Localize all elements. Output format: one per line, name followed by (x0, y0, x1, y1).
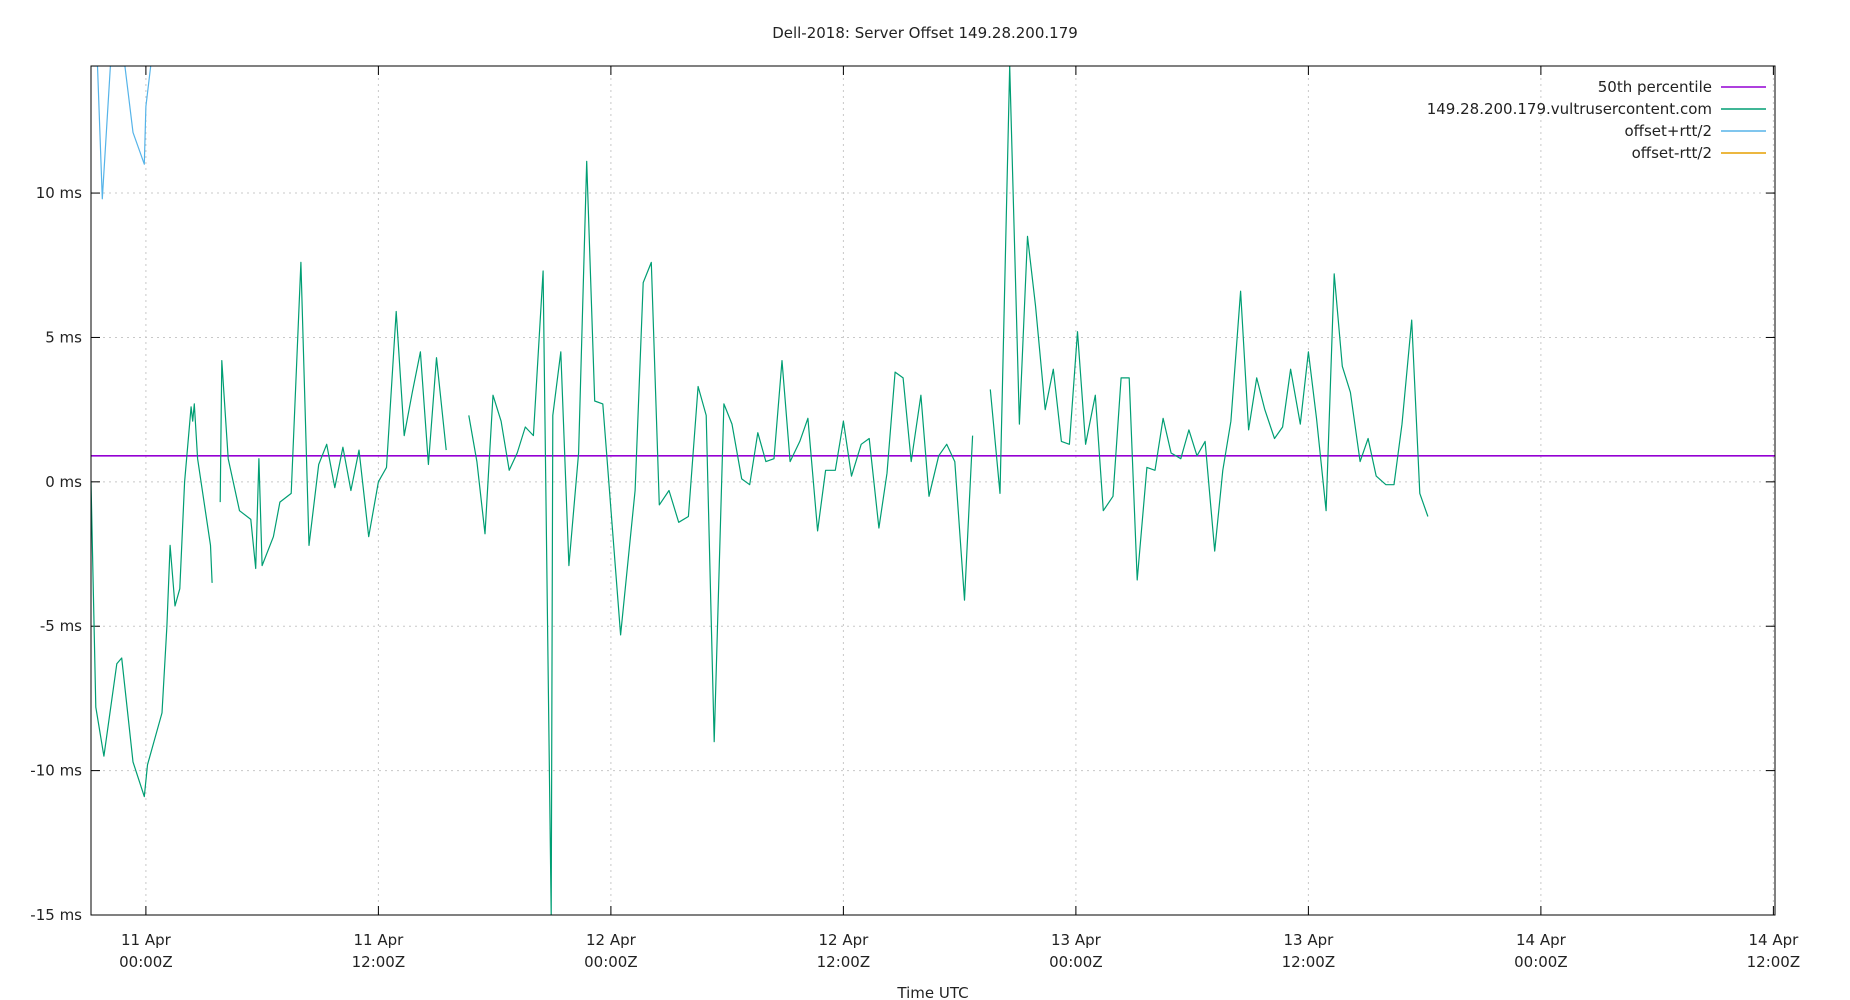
x-tick-label-date: 12 Apr (586, 931, 637, 949)
x-axis-ticks: 11 Apr 00:00Z 11 Apr 12:00Z 12 Apr 00:00Z 12 A… (119, 66, 1800, 971)
x-tick-label-date: 13 Apr (1051, 931, 1102, 949)
x-axis-label: Time UTC (896, 984, 968, 1000)
legend: 50th percentile 149.28.200.179.vultruserc… (1427, 78, 1766, 162)
grid-lines (91, 66, 1775, 916)
series-line-segment (91, 403, 213, 798)
chart-title: Dell-2018: Server Offset 149.28.200.179 (772, 24, 1078, 42)
legend-label: offset+rtt/2 (1624, 122, 1712, 140)
legend-label: 50th percentile (1598, 78, 1712, 96)
x-tick-label-date: 11 Apr (121, 931, 172, 949)
y-tick-label: 5 ms (45, 328, 82, 346)
x-tick-label-time: 00:00Z (584, 953, 638, 971)
x-tick-label-time: 12:00Z (1747, 953, 1801, 971)
y-tick-label: 10 ms (36, 184, 82, 202)
legend-label: offset-rtt/2 (1632, 144, 1712, 162)
x-tick-label-date: 13 Apr (1283, 931, 1334, 949)
x-tick-label-date: 14 Apr (1516, 931, 1567, 949)
series-lines (91, 66, 1775, 915)
y-tick-label: -5 ms (40, 617, 82, 635)
y-tick-label: 0 ms (45, 473, 82, 491)
x-tick-label-time: 12:00Z (817, 953, 871, 971)
series-line-segment (989, 66, 1429, 581)
series-line-segment (92, 66, 152, 200)
x-tick-label-time: 12:00Z (1282, 953, 1336, 971)
x-tick-label-time: 00:00Z (1049, 953, 1103, 971)
x-tick-label-date: 14 Apr (1748, 931, 1799, 949)
y-tick-label: -15 ms (30, 906, 82, 924)
series-line-segment (219, 261, 447, 570)
series-1 (91, 66, 1429, 915)
series-2 (92, 66, 152, 200)
x-tick-label-date: 11 Apr (353, 931, 404, 949)
x-tick-label-date: 12 Apr (818, 931, 869, 949)
x-tick-label-time: 12:00Z (352, 953, 406, 971)
legend-label: 149.28.200.179.vultrusercontent.com (1427, 100, 1712, 118)
series-line-segment (468, 160, 974, 915)
x-tick-label-time: 00:00Z (119, 953, 173, 971)
y-axis-ticks: -15 ms -10 ms -5 ms 0 ms 5 ms 10 ms (30, 184, 1775, 924)
x-tick-label-time: 00:00Z (1514, 953, 1568, 971)
y-tick-label: -10 ms (30, 762, 82, 780)
plot-frame (90, 65, 1776, 916)
